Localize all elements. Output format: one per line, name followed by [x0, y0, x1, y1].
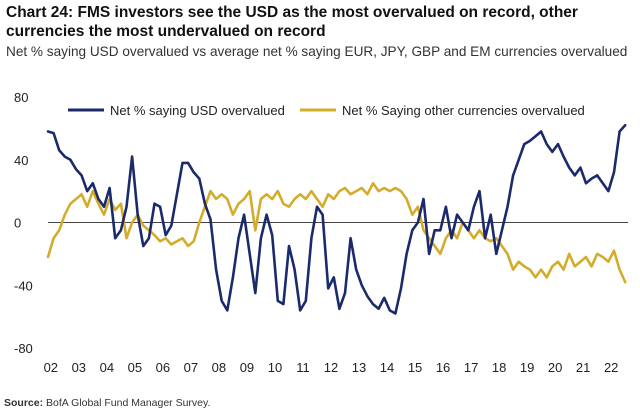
x-tick-label: 16: [436, 360, 450, 375]
x-tick-label: 03: [72, 360, 86, 375]
y-tick-label: 0: [14, 216, 21, 231]
y-tick-label: 40: [14, 153, 28, 168]
x-tick-label: 13: [352, 360, 366, 375]
x-tick-label: 10: [268, 360, 282, 375]
legend-label: Net % Saying other currencies overvalued: [342, 103, 585, 118]
x-tick-label: 22: [604, 360, 618, 375]
x-tick-label: 09: [240, 360, 254, 375]
x-axis: 02 03 04 05 06 07 08 09 10 11 12 13 14 15 16 17 18 19 20 21…: [44, 360, 619, 375]
x-tick-label: 11: [296, 360, 310, 375]
x-tick-label: 05: [128, 360, 142, 375]
x-tick-label: 18: [492, 360, 506, 375]
x-tick-label: 17: [464, 360, 478, 375]
chart-title: Chart 24: FMS investors see the USD as t…: [6, 4, 578, 40]
legend-label: Net % saying USD overvalued: [110, 103, 285, 118]
x-tick-label: 12: [324, 360, 338, 375]
x-tick-label: 20: [548, 360, 562, 375]
source-note: Source: BofA Global Fund Manager Survey.: [4, 397, 210, 409]
x-tick-label: 21: [576, 360, 590, 375]
y-tick-label: -40: [14, 278, 33, 293]
x-tick-label: 08: [212, 360, 226, 375]
usd-series-line: [46, 123, 627, 315]
chart-subtitle: Net % saying USD overvalued vs average n…: [6, 44, 628, 59]
x-tick-label: 15: [408, 360, 422, 375]
x-tick-label: 04: [100, 360, 114, 375]
y-axis: 80 40 0 -40 -80: [14, 90, 33, 356]
y-tick-label: 80: [14, 90, 28, 105]
legend: Net % saying USD overvalued Net % Saying …: [68, 103, 585, 118]
x-tick-label: 07: [184, 360, 198, 375]
x-tick-label: 02: [44, 360, 58, 375]
other-currencies-series-line: [46, 182, 627, 284]
source-label: Source:: [4, 397, 44, 409]
y-tick-label: -80: [14, 341, 33, 356]
source-text: BofA Global Fund Manager Survey.: [43, 397, 211, 409]
x-tick-label: 06: [156, 360, 170, 375]
series-layer: [46, 123, 627, 315]
x-tick-label: 14: [380, 360, 394, 375]
x-tick-label: 19: [520, 360, 534, 375]
